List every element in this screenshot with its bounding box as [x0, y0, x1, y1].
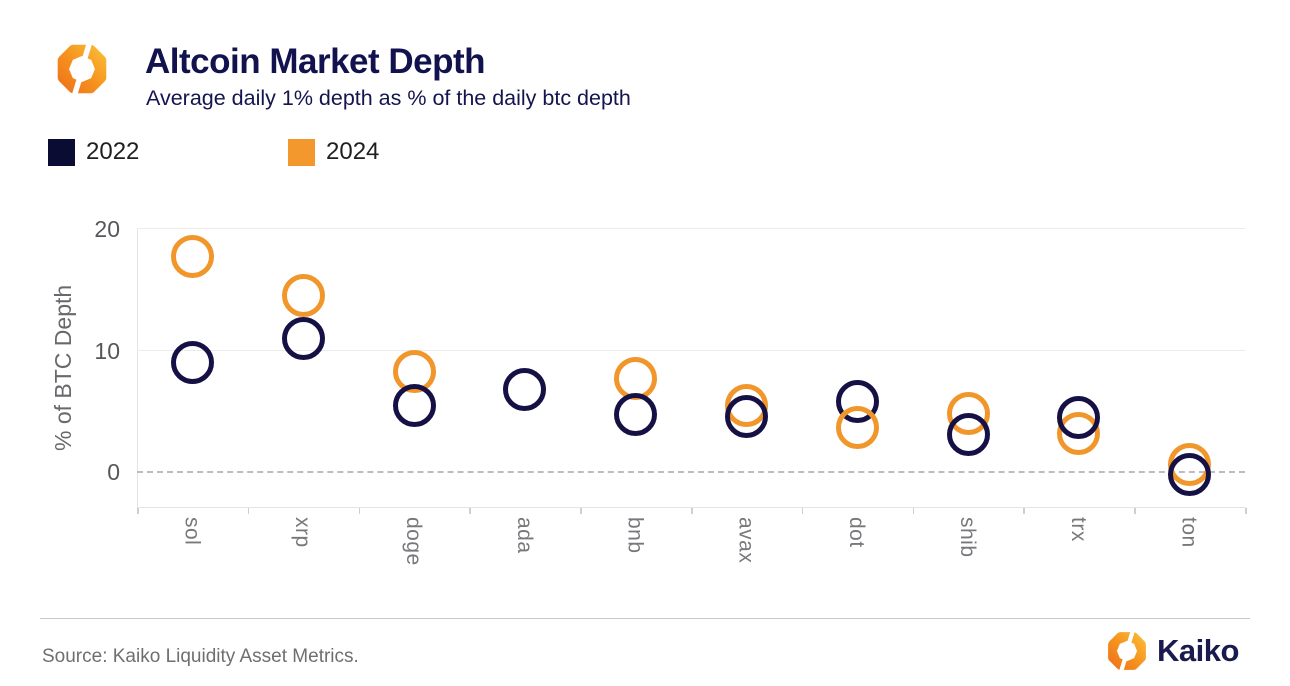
x-axis-tick [691, 508, 693, 514]
x-category-label-xrp: xrp [291, 517, 315, 548]
legend-swatch-2024 [288, 138, 315, 166]
x-axis-tick [580, 508, 582, 514]
x-category-label-shib: shib [956, 517, 979, 558]
y-tick-label: 0 [107, 459, 120, 485]
x-axis-tick [801, 508, 804, 514]
legend-label: 2022 [86, 138, 140, 165]
data-point-avax-2022 [724, 394, 768, 438]
data-point-trx-2022 [1057, 395, 1101, 439]
kaiko-logo-icon [1106, 628, 1148, 674]
x-axis-tick [137, 508, 139, 514]
kaiko-brand: Kaiko [1106, 628, 1239, 674]
x-category-label-trx: trx [1066, 517, 1090, 542]
source-note: Source: Kaiko Liquidity Asset Metrics. [42, 646, 359, 667]
x-axis-tick [912, 508, 915, 514]
data-point-shib-2022 [946, 412, 990, 456]
data-point-ton-2022 [1168, 452, 1212, 496]
x-category-label-doge: doge [402, 517, 425, 566]
data-point-ada-2022 [503, 367, 547, 411]
legend-label: 2024 [326, 138, 380, 165]
plot-area [137, 228, 1246, 508]
x-category-label-ton: ton [1177, 517, 1201, 548]
x-axis-tick [469, 508, 471, 514]
x-category-label-sol: sol [180, 517, 204, 546]
kaiko-logo-icon [55, 40, 109, 98]
data-point-sol-2022 [170, 341, 214, 385]
kaiko-brand-name: Kaiko [1157, 633, 1239, 668]
footer-divider [40, 618, 1250, 619]
legend-item-2024: 2024 [288, 138, 379, 166]
x-axis-tick [1134, 508, 1136, 514]
x-axis-tick [1245, 508, 1247, 514]
x-category-label-avax: avax [734, 517, 758, 564]
page-title: Altcoin Market Depth [145, 42, 486, 81]
x-category-label-ada: ada [512, 517, 536, 554]
gridline-20 [137, 228, 1245, 229]
legend-item-2022: 2022 [48, 138, 139, 166]
page-subtitle: Average daily 1% depth as % of the daily… [146, 86, 631, 110]
legend-swatch-2022 [48, 138, 75, 166]
data-point-sol-2024 [170, 235, 214, 279]
x-axis-tick [247, 508, 250, 514]
data-point-bnb-2022 [614, 393, 658, 437]
data-point-xrp-2024 [281, 274, 325, 318]
zero-gridline [137, 471, 1245, 473]
y-tick-label: 10 [94, 337, 120, 364]
data-point-xrp-2022 [281, 316, 325, 360]
gridline-10 [137, 349, 1245, 351]
data-point-doge-2022 [392, 383, 436, 427]
x-category-label-bnb: bnb [623, 517, 647, 554]
x-category-label-dot: dot [845, 517, 869, 548]
y-tick-label: 20 [94, 216, 120, 242]
x-axis-tick [358, 508, 361, 514]
x-axis-tick [1023, 508, 1025, 514]
data-point-dot-2024 [835, 405, 879, 449]
